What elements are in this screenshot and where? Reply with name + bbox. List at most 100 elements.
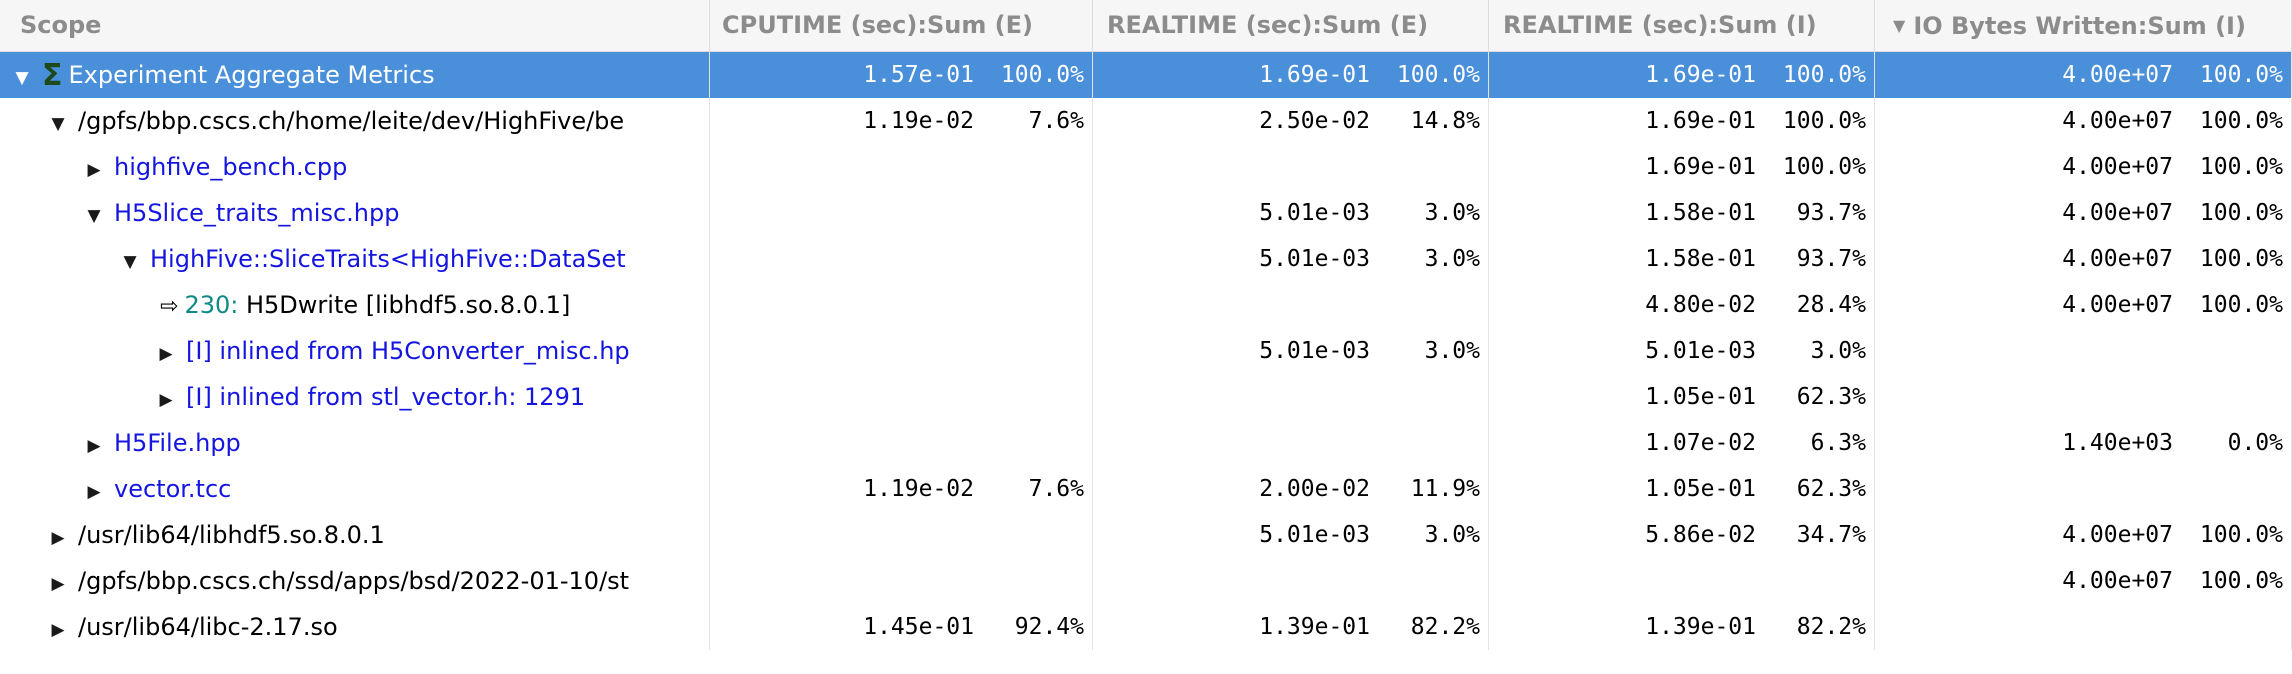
- metric-value: 4.00e+07: [2062, 568, 2173, 594]
- scope-label[interactable]: H5File.hpp: [114, 429, 241, 457]
- table-row[interactable]: ▶ H5File.hpp 1.07e-02 6.3% 1.40e+03 0.0%: [0, 420, 2292, 466]
- metric-percent: 3.0%: [1424, 246, 1480, 272]
- scope-label: /gpfs/bbp.cscs.ch/ssd/apps/bsd/2022-01-1…: [78, 567, 630, 595]
- scope-label[interactable]: HighFive::SliceTraits<HighFive::DataSet: [150, 245, 626, 273]
- collapse-triangle-icon[interactable]: ▶: [87, 436, 101, 456]
- scope-label[interactable]: [I] inlined from H5Converter_misc.hp: [186, 337, 630, 365]
- metric-cell-cpu-e: 1.19e-02 7.6%: [710, 98, 1093, 144]
- metric-cell-real-e: 1.69e-01 100.0%: [1093, 52, 1489, 98]
- metric-percent: 100.0%: [2199, 108, 2283, 134]
- metric-percent: 100.0%: [2199, 522, 2283, 548]
- metric-cell-cpu-e: 1.57e-01 100.0%: [710, 52, 1093, 98]
- table-row[interactable]: ▼ HighFive::SliceTraits<HighFive::DataSet…: [0, 236, 2292, 282]
- table-row[interactable]: ▶ /usr/lib64/libhdf5.so.8.0.1 5.01e-03 3.0%…: [0, 512, 2292, 558]
- metric-cell-real-i: 5.86e-02 34.7%: [1489, 512, 1875, 558]
- metric-cell-cpu-e: [710, 236, 1093, 282]
- metric-cell-real-e: 5.01e-03 3.0%: [1093, 190, 1489, 236]
- column-header-cputime-e[interactable]: CPUTIME (sec):Sum (E): [710, 0, 1093, 51]
- table-row[interactable]: ▶ [I] inlined from stl_vector.h: 1291 1.05…: [0, 374, 2292, 420]
- metric-value: 4.00e+07: [2062, 108, 2173, 134]
- callsite-icon[interactable]: ⇨: [160, 294, 179, 319]
- metric-cell-io-i: 4.00e+07 100.0%: [1875, 190, 2292, 236]
- metric-cell-real-e: 5.01e-03 3.0%: [1093, 328, 1489, 374]
- scope-label[interactable]: [I] inlined from stl_vector.h: 1291: [186, 383, 586, 411]
- metric-cell-real-i: 1.05e-01 62.3%: [1489, 466, 1875, 512]
- metric-cell-real-e: 1.39e-01 82.2%: [1093, 604, 1489, 650]
- metric-cell-cpu-e: 1.19e-02 7.6%: [710, 466, 1093, 512]
- metric-percent: 3.0%: [1424, 522, 1480, 548]
- expand-triangle-icon[interactable]: ▼: [51, 114, 65, 134]
- metric-cell-io-i: 4.00e+07 100.0%: [1875, 52, 2292, 98]
- column-header-realtime-e[interactable]: REALTIME (sec):Sum (E): [1093, 0, 1489, 51]
- table-row[interactable]: ▼ Σ Experiment Aggregate Metrics 1.57e-01 10…: [0, 52, 2292, 98]
- table-row[interactable]: ▼ H5Slice_traits_misc.hpp 5.01e-03 3.0% 1.58…: [0, 190, 2292, 236]
- table-row[interactable]: ▶ /gpfs/bbp.cscs.ch/ssd/apps/bsd/2022-01-…: [0, 558, 2292, 604]
- table-row[interactable]: ▶ vector.tcc 1.19e-02 7.6% 2.00e-02 11.9% 1.05…: [0, 466, 2292, 512]
- metric-cell-real-i: 1.69e-01 100.0%: [1489, 144, 1875, 190]
- metric-value: 5.01e-03: [1645, 338, 1756, 364]
- table-row[interactable]: ⇨ 230: H5Dwrite [libhdf5.so.8.0.1] 4.80e-0…: [0, 282, 2292, 328]
- collapse-triangle-icon[interactable]: ▶: [159, 344, 173, 364]
- metric-value: 1.40e+03: [2062, 430, 2173, 456]
- scope-cell: ▼ /gpfs/bbp.cscs.ch/home/leite/dev/HighFi…: [0, 98, 710, 144]
- metric-percent: 82.2%: [1796, 614, 1866, 640]
- metric-percent: 100.0%: [2199, 200, 2283, 226]
- metric-value: 4.00e+07: [2062, 200, 2173, 226]
- metric-cell-real-e: 5.01e-03 3.0%: [1093, 512, 1489, 558]
- metric-value: 1.39e-01: [1645, 614, 1756, 640]
- collapse-triangle-icon[interactable]: ▶: [51, 528, 65, 548]
- table-row[interactable]: ▶ highfive_bench.cpp 1.69e-01 100.0% 4.00e+0…: [0, 144, 2292, 190]
- metric-value: 4.00e+07: [2062, 246, 2173, 272]
- metric-cell-io-i: 4.00e+07 100.0%: [1875, 98, 2292, 144]
- collapse-triangle-icon[interactable]: ▶: [87, 160, 101, 180]
- column-header-realtime-i[interactable]: REALTIME (sec):Sum (I): [1489, 0, 1875, 51]
- metric-value: 2.00e-02: [1259, 476, 1370, 502]
- scope-label[interactable]: H5Slice_traits_misc.hpp: [114, 199, 400, 227]
- metric-value: 1.19e-02: [863, 476, 974, 502]
- metric-cell-real-e: 2.00e-02 11.9%: [1093, 466, 1489, 512]
- metric-cell-cpu-e: [710, 328, 1093, 374]
- metric-value: 1.05e-01: [1645, 384, 1756, 410]
- expand-triangle-icon[interactable]: ▼: [87, 206, 101, 226]
- scope-cell: ▼ Σ Experiment Aggregate Metrics: [0, 52, 710, 98]
- scope-cell: ▶ /usr/lib64/libhdf5.so.8.0.1: [0, 512, 710, 558]
- metric-percent: 6.3%: [1810, 430, 1866, 456]
- collapse-triangle-icon[interactable]: ▶: [87, 482, 101, 502]
- metric-percent: 11.9%: [1410, 476, 1480, 502]
- expand-triangle-icon[interactable]: ▼: [123, 252, 137, 272]
- scope-label[interactable]: highfive_bench.cpp: [114, 153, 348, 181]
- metric-value: 5.01e-03: [1259, 338, 1370, 364]
- metric-cell-real-i: 1.39e-01 82.2%: [1489, 604, 1875, 650]
- metric-cell-io-i: [1875, 466, 2292, 512]
- table-row[interactable]: ▶ [I] inlined from H5Converter_misc.hp 5.0…: [0, 328, 2292, 374]
- collapse-triangle-icon[interactable]: ▶: [51, 620, 65, 640]
- column-header-scope[interactable]: Scope: [0, 0, 710, 51]
- metric-percent: 100.0%: [2199, 154, 2283, 180]
- metric-cell-real-i: [1489, 558, 1875, 604]
- metric-value: 1.57e-01: [863, 62, 974, 88]
- metric-value: 1.39e-01: [1259, 614, 1370, 640]
- metric-value: 1.07e-02: [1645, 430, 1756, 456]
- scope-label[interactable]: vector.tcc: [114, 475, 232, 503]
- scope-cell: ▶ /usr/lib64/libc-2.17.so: [0, 604, 710, 650]
- table-row[interactable]: ▶ /usr/lib64/libc-2.17.so 1.45e-01 92.4% 1.3…: [0, 604, 2292, 650]
- collapse-triangle-icon[interactable]: ▶: [51, 574, 65, 594]
- metric-percent: 34.7%: [1796, 522, 1866, 548]
- call-line-number[interactable]: 230:: [184, 291, 239, 319]
- scope-label: /usr/lib64/libc-2.17.so: [78, 613, 338, 641]
- metric-percent: 100.0%: [2199, 246, 2283, 272]
- metric-cell-real-e: [1093, 144, 1489, 190]
- metric-percent: 14.8%: [1410, 108, 1480, 134]
- metric-value: 1.69e-01: [1259, 62, 1370, 88]
- collapse-triangle-icon[interactable]: ▶: [159, 390, 173, 410]
- scope-label: Experiment Aggregate Metrics: [68, 61, 435, 89]
- metric-percent: 0.0%: [2227, 430, 2283, 456]
- scope-label: /gpfs/bbp.cscs.ch/home/leite/dev/HighFiv…: [78, 107, 625, 135]
- metric-cell-io-i: [1875, 604, 2292, 650]
- metric-percent: 100.0%: [1782, 108, 1866, 134]
- metric-value: 1.58e-01: [1645, 246, 1756, 272]
- expand-triangle-icon[interactable]: ▼: [15, 68, 29, 88]
- table-row[interactable]: ▼ /gpfs/bbp.cscs.ch/home/leite/dev/HighFi…: [0, 98, 2292, 144]
- metric-percent: 100.0%: [1000, 62, 1084, 88]
- column-header-io-bytes-written-i[interactable]: ▼ IO Bytes Written:Sum (I): [1875, 0, 2292, 51]
